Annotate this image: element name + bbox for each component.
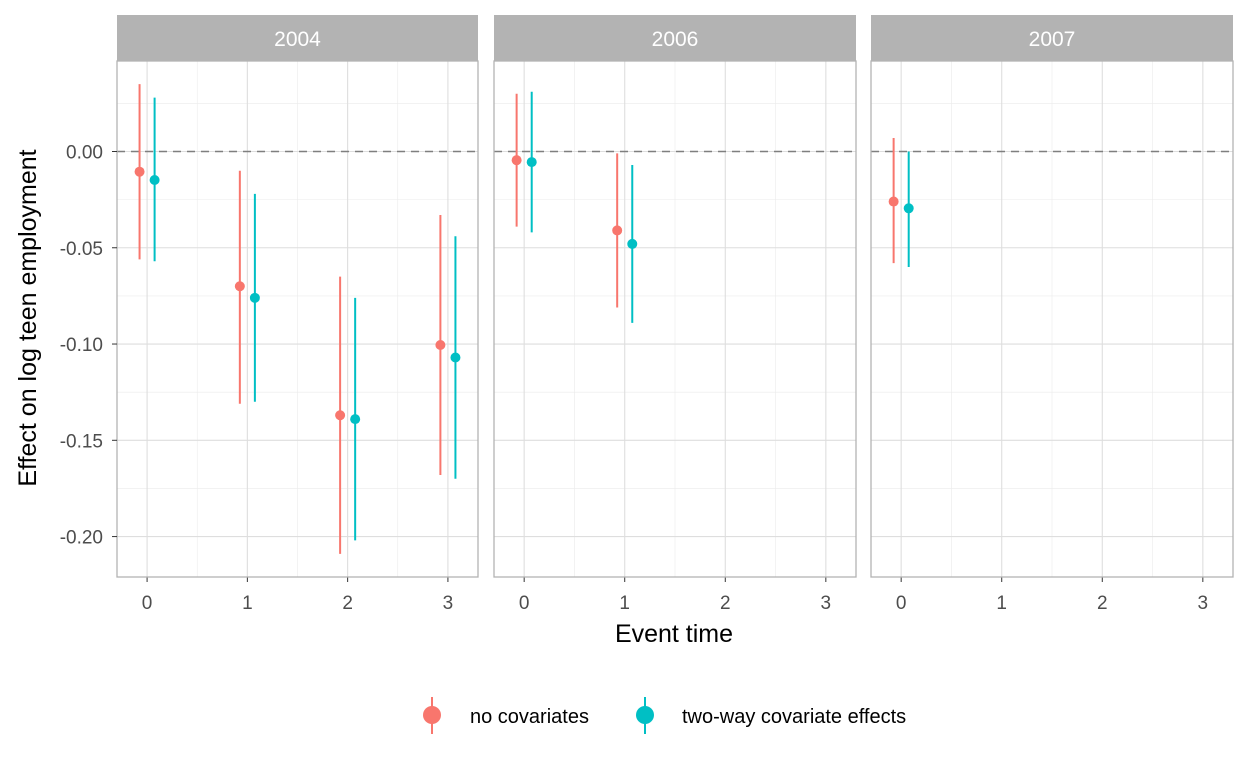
legend: no covariates two-way covariate effects (423, 697, 906, 734)
facet-panel-2006: 2006 0 1 2 3 (493, 15, 857, 614)
x-tick-label: 0 (519, 593, 530, 614)
data-point (627, 238, 638, 249)
x-tick-label: 0 (896, 593, 907, 614)
y-axis-title: Effect on log teen employment (14, 149, 42, 486)
legend-label: two-way covariate effects (682, 706, 906, 728)
facet-panel-2004: 2004 0 1 2 3 0.00 -0.05 -0.10 -0.15 -0.20 (60, 15, 479, 614)
x-tick-label: 2 (720, 593, 731, 614)
legend-item-1: no covariates (423, 697, 589, 734)
facet-strip (871, 15, 1233, 61)
y-tick-label: 0.00 (66, 142, 103, 163)
point-range (888, 138, 899, 264)
data-point (612, 225, 623, 236)
data-point (234, 281, 245, 292)
legend-label: no covariates (470, 706, 589, 728)
y-tick-label: -0.05 (60, 239, 103, 260)
data-point (134, 166, 145, 177)
data-point (149, 174, 160, 185)
point-range (149, 97, 160, 262)
data-point (350, 414, 361, 425)
y-tick-label: -0.10 (60, 335, 103, 356)
point-range (612, 153, 623, 308)
x-tick-label: 1 (996, 593, 1007, 614)
point-range (511, 93, 522, 227)
data-point (511, 155, 522, 166)
facet-panel-2007: 2007 0 1 2 3 (870, 15, 1234, 614)
y-tick-label: -0.15 (60, 431, 103, 452)
point-range (526, 91, 537, 233)
x-tick-label: 1 (242, 593, 253, 614)
data-point (335, 410, 346, 421)
x-tick-label: 2 (342, 593, 353, 614)
point-range (435, 215, 446, 475)
data-point (249, 292, 260, 303)
data-point (526, 157, 537, 168)
data-point (903, 203, 914, 214)
point-range (234, 170, 245, 404)
facet-strip-label: 2006 (652, 28, 699, 51)
facets-layer: 2004 0 1 2 3 0.00 -0.05 -0.10 -0.15 -0.20 2006 0 1 2 3… (60, 15, 1234, 614)
x-tick-label: 3 (821, 593, 832, 614)
point-range (134, 84, 145, 260)
panel-border (116, 60, 479, 578)
x-tick-label: 3 (443, 593, 454, 614)
data-point (888, 196, 899, 207)
legend-item-2: two-way covariate effects (636, 697, 906, 734)
y-tick-label: -0.20 (60, 528, 103, 549)
point-range (903, 151, 914, 268)
facet-strip (117, 15, 478, 61)
facet-strip-label: 2004 (274, 28, 321, 51)
point-range (249, 193, 260, 402)
x-tick-label: 1 (619, 593, 630, 614)
point-range (450, 236, 461, 479)
panel-border (870, 60, 1234, 578)
panel-border (493, 60, 857, 578)
x-tick-label: 2 (1097, 593, 1108, 614)
x-tick-label: 0 (142, 593, 153, 614)
point-range (627, 164, 638, 323)
legend-key-point (636, 706, 654, 724)
point-range (335, 276, 346, 554)
data-point (435, 339, 446, 350)
facet-strip-label: 2007 (1029, 28, 1076, 51)
x-tick-label: 3 (1198, 593, 1209, 614)
point-range (350, 297, 361, 541)
data-point (450, 352, 461, 363)
x-axis-title: Event time (615, 620, 733, 648)
legend-key-point (423, 706, 441, 724)
facet-strip (494, 15, 856, 61)
